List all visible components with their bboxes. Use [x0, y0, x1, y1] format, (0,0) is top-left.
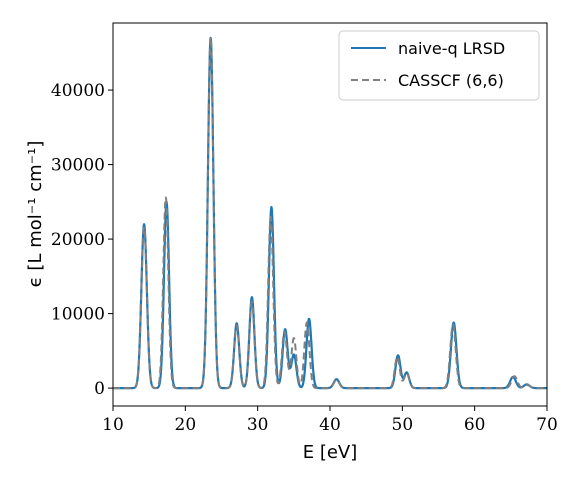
legend-box	[338, 30, 540, 101]
plot-lines	[112, 36, 548, 390]
legend: naive-q LRSD CASSCF (6,6)	[338, 30, 540, 101]
legend-label-naive-q-lrsd: naive-q LRSD	[398, 39, 505, 58]
y-axis-ticks: 0 10000 20000 30000 40000	[51, 81, 113, 399]
y-tick-label: 40000	[51, 81, 105, 101]
x-axis-ticks: 10 20 30 40 50 60 70	[102, 406, 558, 435]
x-tick-label: 20	[175, 415, 197, 435]
y-tick-label: 30000	[51, 156, 105, 176]
x-tick-label: 30	[247, 415, 269, 435]
y-tick-label: 10000	[51, 305, 105, 325]
series-line-casscf	[112, 36, 548, 390]
x-tick-label: 50	[392, 415, 414, 435]
x-axis-title: E [eV]	[303, 442, 358, 463]
x-tick-label: 10	[102, 415, 124, 435]
x-tick-label: 40	[319, 415, 341, 435]
x-tick-label: 60	[464, 415, 486, 435]
legend-label-casscf: CASSCF (6,6)	[398, 71, 504, 90]
y-tick-label: 20000	[51, 230, 105, 250]
y-axis-title: ϵ [L mol⁻¹ cm⁻¹]	[25, 141, 46, 288]
x-tick-label: 70	[536, 415, 558, 435]
y-tick-label: 0	[94, 379, 105, 399]
